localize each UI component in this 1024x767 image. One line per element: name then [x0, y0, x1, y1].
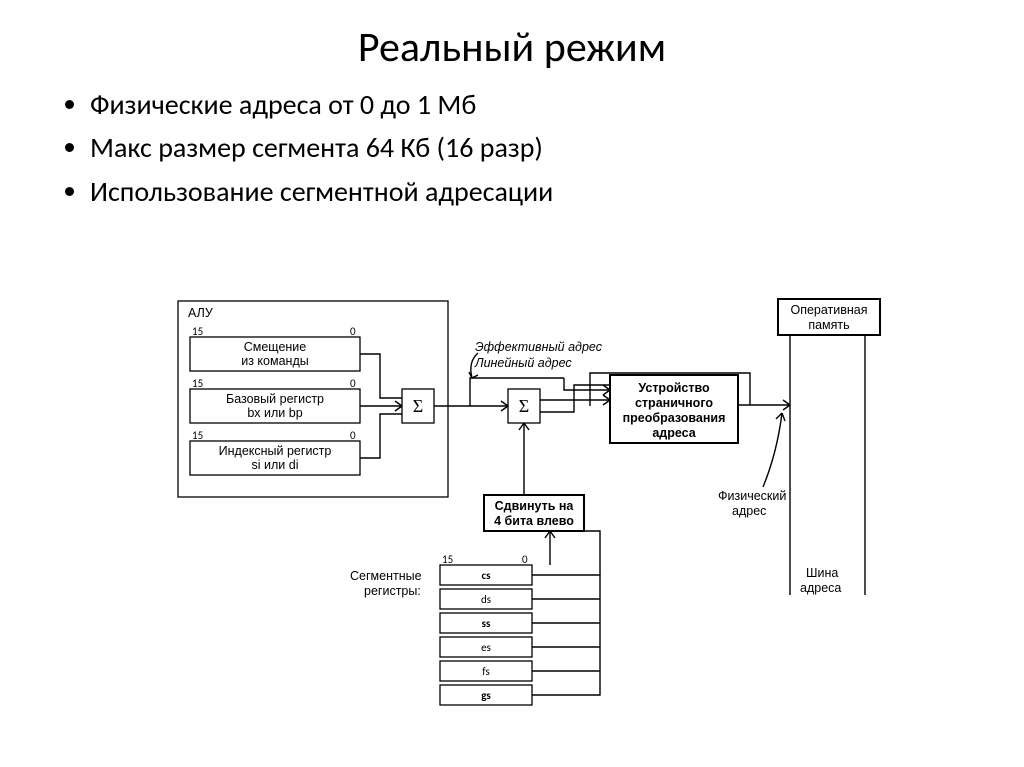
seg-fs: fs — [482, 665, 490, 678]
bullet-item: Использование сегментной адресации — [90, 170, 984, 213]
lin-addr-label: Линейный адрес — [474, 356, 572, 370]
phys-addr-line2: адрес — [732, 504, 766, 518]
paging-line4: адреса — [652, 426, 696, 440]
reg-offset-line2: из команды — [241, 354, 308, 368]
shift-line1: Сдвинуть на — [495, 499, 575, 513]
reg-index-line2: si или di — [252, 458, 299, 472]
bit-hi: 15 — [442, 553, 453, 566]
bit-lo: 0 — [350, 429, 356, 442]
phys-addr-line1: Физический — [718, 489, 786, 503]
seg-gs: gs — [481, 689, 491, 702]
seg-es: es — [481, 641, 491, 654]
bit-hi: 15 — [192, 325, 203, 338]
reg-base-line1: Базовый регистр — [226, 392, 324, 406]
bit-lo: 0 — [350, 325, 356, 338]
reg-offset-line1: Смещение — [244, 340, 307, 354]
bus-line2: адреса — [800, 581, 841, 595]
segment-registers: cs ds ss es fs gs — [440, 565, 532, 705]
bullet-item: Макс размер сегмента 64 Кб (16 разр) — [90, 126, 984, 169]
ram-line2: память — [808, 318, 849, 332]
paging-line2: страничного — [635, 396, 713, 410]
ram-line1: Оперативная — [790, 303, 867, 317]
bullet-list: Физические адреса от 0 до 1 Мб Макс разм… — [0, 83, 1024, 213]
bit-lo: 0 — [350, 377, 356, 390]
reg-base-line2: bx или bp — [247, 406, 302, 420]
bus-line1: Шина — [806, 566, 838, 580]
bullet-item: Физические адреса от 0 до 1 Мб — [90, 83, 984, 126]
seg-ds: ds — [481, 593, 491, 606]
sigma-1: Σ — [413, 396, 423, 416]
page-title: Реальный режим — [0, 0, 1024, 83]
bit-hi: 15 — [192, 377, 203, 390]
segregs-line2: регистры: — [364, 584, 421, 598]
paging-line3: преобразования — [623, 411, 726, 425]
shift-line2: 4 бита влево — [494, 514, 574, 528]
eff-addr-label: Эффективный адрес — [475, 340, 603, 354]
bit-lo: 0 — [522, 553, 528, 566]
reg-index-line1: Индексный регистр — [219, 444, 332, 458]
seg-ss: ss — [482, 617, 491, 630]
segregs-line1: Сегментные — [350, 569, 422, 583]
seg-cs: cs — [482, 569, 492, 582]
paging-line1: Устройство — [638, 381, 710, 395]
alu-label: АЛУ — [188, 306, 213, 320]
bit-hi: 15 — [192, 429, 203, 442]
address-diagram: АЛУ 15 0 Смещение из команды 15 0 Базовы… — [170, 295, 890, 735]
sigma-2: Σ — [519, 396, 529, 416]
